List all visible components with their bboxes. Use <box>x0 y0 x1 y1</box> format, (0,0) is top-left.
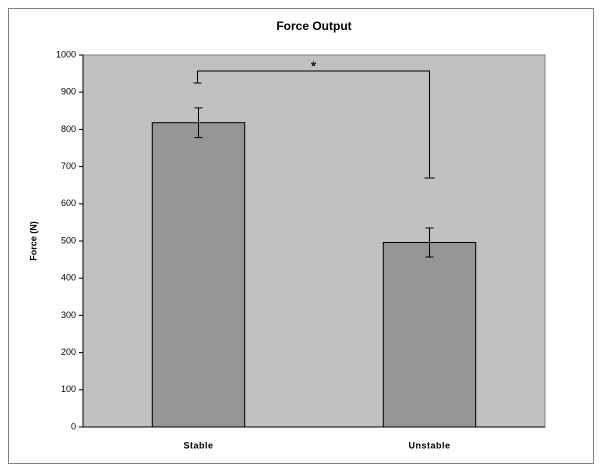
error-bar <box>194 107 203 139</box>
y-tick-label: 300 <box>61 310 76 320</box>
bar <box>382 241 477 428</box>
significance-marker: * <box>311 58 317 73</box>
significance-bracket <box>193 70 435 179</box>
y-tick-label: 700 <box>61 161 76 171</box>
y-tick-label: 1000 <box>56 49 76 59</box>
bar <box>151 122 246 428</box>
y-tick-label: 500 <box>61 235 76 245</box>
y-axis-label: Force (N) <box>28 221 38 261</box>
y-tick-label: 900 <box>61 87 76 97</box>
y-tick-label: 100 <box>61 384 76 394</box>
error-bar <box>425 227 434 258</box>
y-tick-label: 0 <box>71 421 76 431</box>
y-tick-label: 800 <box>61 124 76 134</box>
y-tick-label: 200 <box>61 347 76 357</box>
y-tick-label: 600 <box>61 198 76 208</box>
x-tick-label: Stable <box>183 440 213 450</box>
y-tick-label: 400 <box>61 273 76 283</box>
x-tick-label: Unstable <box>408 440 450 450</box>
chart-title: Force Output <box>276 19 351 33</box>
